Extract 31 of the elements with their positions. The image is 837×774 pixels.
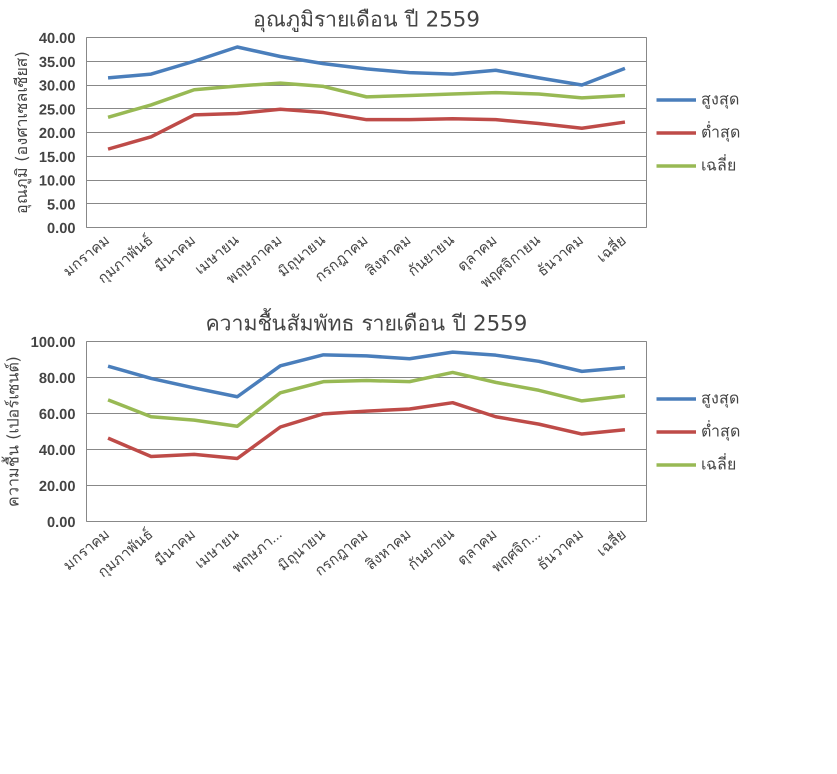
line-series: [106, 350, 627, 399]
legend-label: ต่ำสุด: [701, 419, 740, 443]
line-series: [106, 370, 627, 428]
y-tick-label: 80.00: [38, 371, 76, 387]
line-series: [106, 400, 627, 460]
y-tick-label: 20.00: [38, 479, 76, 495]
line-series: [106, 81, 627, 120]
y-tick-label: 5.00: [46, 197, 76, 214]
y-tick-label: 20.00: [38, 126, 76, 142]
y-tick-label: 0.00: [46, 515, 76, 531]
y-tick-label: 25.00: [38, 102, 76, 118]
y-tick-label: 35.00: [38, 54, 76, 71]
legend-label: เฉลี่ย: [701, 153, 736, 176]
y-tick-label: 40.00: [38, 443, 76, 459]
y-tick-label: 30.00: [38, 78, 76, 94]
chart-title: ความชื้นสัมพัทธ รายเดือน ปี 2559: [206, 308, 528, 336]
legend-label: ต่ำสุด: [701, 120, 740, 144]
y-tick-label: 0.00: [46, 221, 76, 237]
y-tick-label: 15.00: [38, 150, 76, 166]
legend-label: สูงสุด: [701, 388, 739, 410]
y-tick-label: 10.00: [38, 174, 76, 190]
y-axis-title: อุณภูมิ (องศาเซลเซียส): [12, 51, 32, 214]
legend-label: สูงสุด: [701, 88, 739, 111]
line-series: [106, 107, 627, 151]
y-axis-title: ความชื้น (เปอร์เซนต์): [2, 356, 23, 507]
line-series: [106, 45, 627, 87]
y-tick-label: 40.00: [38, 31, 76, 47]
y-tick-label: 100.00: [30, 335, 76, 351]
legend-label: เฉลี่ย: [701, 452, 736, 476]
chart-title: อุณภูมิรายเดือน ปี 2559: [253, 8, 480, 32]
y-tick-label: 60.00: [38, 407, 76, 423]
